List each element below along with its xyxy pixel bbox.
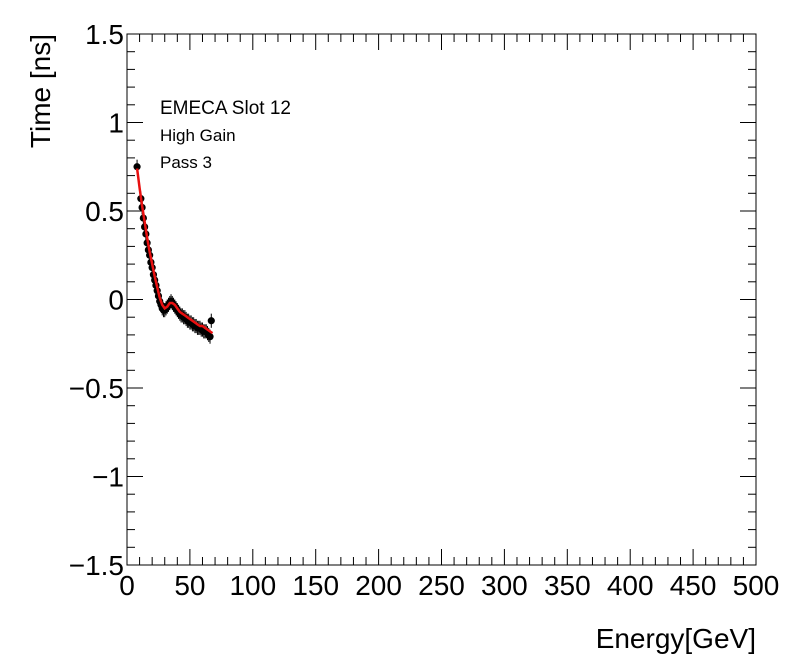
x-tick-label: 350 — [544, 570, 591, 601]
y-tick-label: −1 — [92, 462, 124, 493]
x-tick-label: 0 — [119, 570, 135, 601]
x-tick-label: 400 — [607, 570, 654, 601]
x-tick-label: 150 — [292, 570, 339, 601]
y-axis-title: Time [ns] — [25, 34, 56, 148]
y-tick-label: 1.5 — [85, 19, 124, 50]
annotation-gain: High Gain — [160, 126, 236, 145]
y-tick-label: −0.5 — [69, 373, 124, 404]
y-tick-label: 0 — [108, 285, 124, 316]
x-tick-label: 250 — [418, 570, 465, 601]
y-tick-labels: −1.5 −1 −0.5 0 0.5 1 1.5 — [69, 19, 124, 581]
annotation-slot: EMECA Slot 12 — [160, 98, 291, 119]
point-marker — [133, 163, 141, 171]
x-tick-label: 50 — [174, 570, 205, 601]
x-axis-title: Energy[GeV] — [596, 623, 756, 654]
x-tick-label: 300 — [481, 570, 528, 601]
x-tick-label: 200 — [355, 570, 402, 601]
x-tick-label: 100 — [229, 570, 276, 601]
data-point — [207, 313, 215, 328]
x-tick-label: 500 — [733, 570, 780, 601]
point-marker — [206, 333, 214, 341]
y-tick-label: 0.5 — [85, 196, 124, 227]
data-points — [133, 159, 215, 344]
x-tick-labels: 0 50 100 150 200 250 300 350 400 450 500 — [119, 570, 779, 601]
y-tick-label: 1 — [108, 108, 124, 139]
axis-ticks — [126, 33, 757, 566]
y-tick-label: −1.5 — [69, 550, 124, 581]
fit-line — [135, 168, 214, 335]
x-tick-label: 450 — [670, 570, 717, 601]
annotation-pass: Pass 3 — [160, 153, 212, 172]
point-marker — [207, 317, 215, 325]
